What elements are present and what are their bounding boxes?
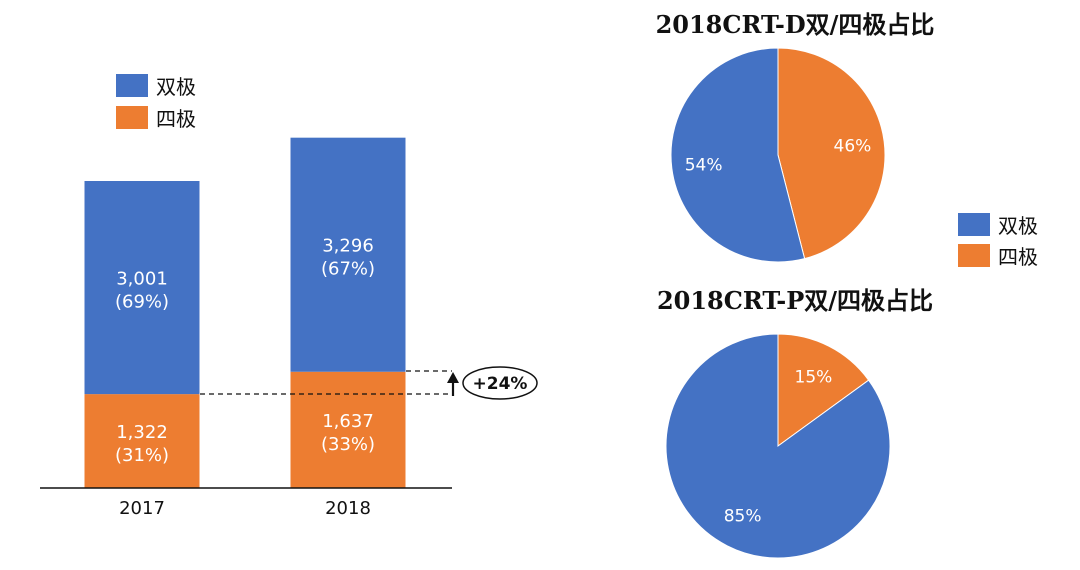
bar-chart: 1,322(31%) 3,001(69%) 1,637(33%) 3,296(67%) [84, 137, 406, 488]
bar-value-label: 3,296 [322, 236, 374, 257]
x-tick-2018: 2018 [325, 498, 371, 519]
pie-slice-quadripolar [777, 47, 886, 260]
growth-label: +24% [473, 374, 528, 394]
pie-title-crt-d: 2018CRT-D双/四极占比 [656, 10, 935, 39]
pie-legend-swatch-quadripolar [958, 244, 990, 267]
bar-percent-label: (33%) [321, 434, 375, 455]
growth-badge [462, 366, 538, 400]
pie-chart-crt-p: 15% 85% [665, 333, 891, 559]
bar-percent-label: (69%) [115, 292, 169, 313]
pie-chart-crt-d: 46% 54% [670, 47, 886, 263]
pie-title-crt-p: 2018CRT-P双/四极占比 [657, 286, 933, 315]
growth-annotation: +24% [200, 366, 538, 400]
legend-swatch-quadripolar [116, 106, 148, 129]
legend-swatch-bipolar [116, 74, 148, 97]
pie-slice-label: 85% [724, 506, 762, 526]
bar-2018-bipolar [290, 137, 406, 372]
bar-value-label: 1,322 [116, 422, 168, 443]
bar-percent-label: (31%) [115, 445, 169, 466]
legend-label-quadripolar: 四极 [156, 107, 196, 131]
pie-slice-label: 54% [685, 155, 723, 175]
bar-value-label: 1,637 [322, 411, 374, 432]
bar-2017-quadripolar [84, 394, 200, 488]
pie-slice-label: 46% [834, 137, 872, 157]
bar-2017-bipolar [84, 181, 200, 395]
pie-slice-label: 15% [795, 368, 833, 388]
bar-value-label: 3,001 [116, 269, 168, 290]
up-arrow-icon [447, 372, 459, 396]
pie-legend-swatch-bipolar [958, 213, 990, 236]
legend-label-bipolar: 双极 [156, 75, 196, 99]
pie-legend: 双极 四极 [958, 213, 1038, 269]
bar-2018-quadripolar [290, 371, 406, 488]
pie-slice-quadripolar [777, 333, 870, 447]
bar-percent-label: (67%) [321, 259, 375, 280]
pie-legend-label-quadripolar: 四极 [998, 245, 1038, 269]
pie-slice-bipolar [665, 333, 891, 559]
x-tick-2017: 2017 [119, 498, 165, 519]
bar-legend: 双极 四极 [116, 74, 196, 131]
pie-slice-bipolar [670, 47, 806, 263]
pie-legend-label-bipolar: 双极 [998, 214, 1038, 238]
